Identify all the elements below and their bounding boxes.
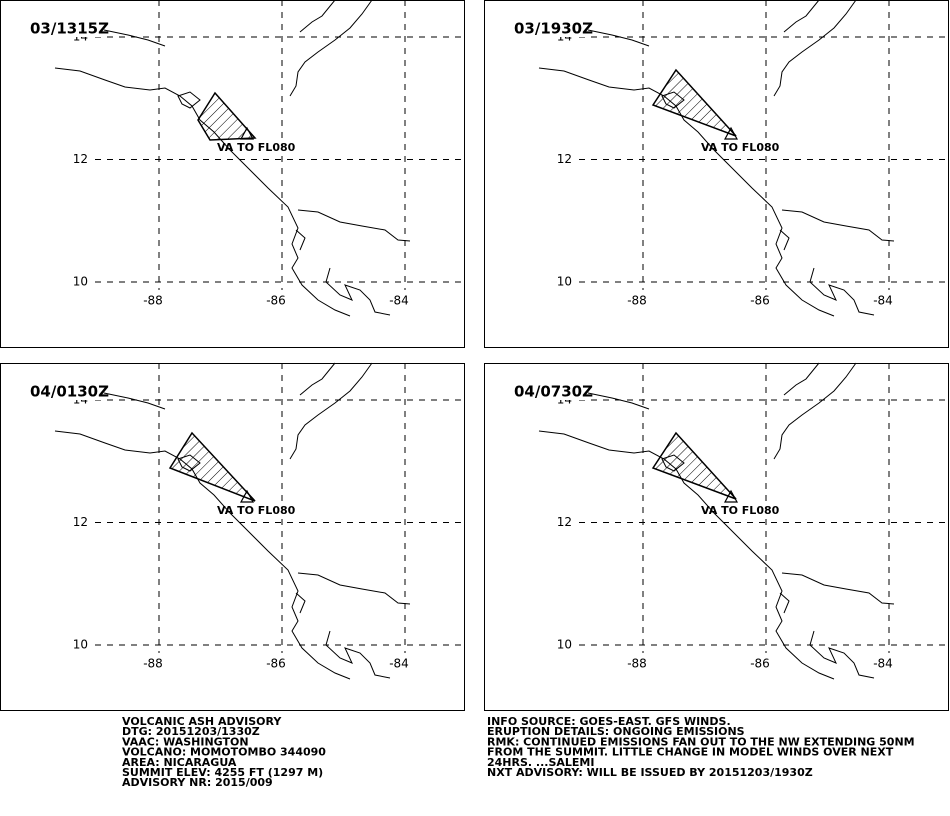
- lon-tick-label: -86: [750, 657, 770, 671]
- time-label: 04/0730Z: [514, 383, 593, 401]
- ash-label: VA TO FL080: [701, 504, 780, 517]
- advisory-line: NXT ADVISORY: WILL BE ISSUED BY 20151203…: [487, 766, 813, 779]
- advisory-line: ADVISORY NR: 2015/009: [122, 776, 273, 789]
- lat-tick-label: 12: [73, 515, 88, 529]
- lon-tick-label: -88: [143, 657, 163, 671]
- time-label-bg: [28, 383, 102, 400]
- volcano-marker: [239, 489, 255, 503]
- panel-frame: [0, 0, 465, 348]
- advisory-line: DTG: 20151203/1330Z: [122, 725, 260, 738]
- time-label: 04/0130Z: [30, 383, 109, 401]
- volcano-marker: [723, 126, 739, 140]
- lon-tick-label: -86: [266, 657, 286, 671]
- advisory-line: 24HRS. ...SALEMI: [487, 756, 594, 769]
- time-label: 03/1315Z: [30, 20, 109, 38]
- ash-area: [651, 68, 737, 137]
- ash-area: [197, 91, 257, 141]
- lon-tick-label: -86: [266, 294, 286, 308]
- advisory-line: AREA: NICARAGUA: [122, 756, 237, 769]
- advisory-line: INFO SOURCE: GOES-EAST. GFS WINDS.: [487, 715, 731, 728]
- advisory-line: ERUPTION DETAILS: ONGOING EMISSIONS: [487, 725, 745, 738]
- ash-area: [651, 431, 737, 500]
- panel-frame: [0, 363, 465, 711]
- ash-label: VA TO FL080: [701, 141, 780, 154]
- advisory-line: RMK: CONTINUED EMISSIONS FAN OUT TO THE …: [487, 735, 915, 748]
- lon-tick-label: -86: [750, 294, 770, 308]
- lon-tick-label: -84: [873, 657, 893, 671]
- lon-tick-label: -84: [873, 294, 893, 308]
- lon-tick-label: -84: [389, 294, 409, 308]
- advisory-line: VOLCANO: MOMOTOMBO 344090: [122, 746, 326, 759]
- ash-area: [168, 431, 256, 502]
- lat-tick-label: 12: [73, 152, 88, 166]
- ash-label: VA TO FL080: [217, 504, 296, 517]
- ash-label: VA TO FL080: [217, 141, 296, 154]
- lon-tick-label: -88: [627, 294, 647, 308]
- advisory-line: VAAC: WASHINGTON: [122, 735, 249, 748]
- time-label-bg: [512, 20, 586, 37]
- lat-tick-label: 12: [557, 152, 572, 166]
- lat-tick-label: 12: [557, 515, 572, 529]
- time-label-bg: [512, 383, 586, 400]
- advisory-line: SUMMIT ELEV: 4255 FT (1297 M): [122, 766, 323, 779]
- time-label-bg: [28, 20, 102, 37]
- advisory-line: FROM THE SUMMIT. LITTLE CHANGE IN MODEL …: [487, 746, 894, 759]
- lon-tick-label: -84: [389, 657, 409, 671]
- panel-frame: [484, 0, 949, 348]
- lat-tick-label: 10: [557, 275, 572, 289]
- lat-tick-label: 10: [557, 638, 572, 652]
- advisory-line: VOLCANIC ASH ADVISORY: [122, 715, 282, 728]
- lat-tick-label: 10: [73, 275, 88, 289]
- time-label: 03/1930Z: [514, 20, 593, 38]
- lon-tick-label: -88: [143, 294, 163, 308]
- volcano-marker: [239, 126, 255, 140]
- volcano-marker: [723, 489, 739, 503]
- lon-tick-label: -88: [627, 657, 647, 671]
- panel-frame: [484, 363, 949, 711]
- lat-tick-label: 10: [73, 638, 88, 652]
